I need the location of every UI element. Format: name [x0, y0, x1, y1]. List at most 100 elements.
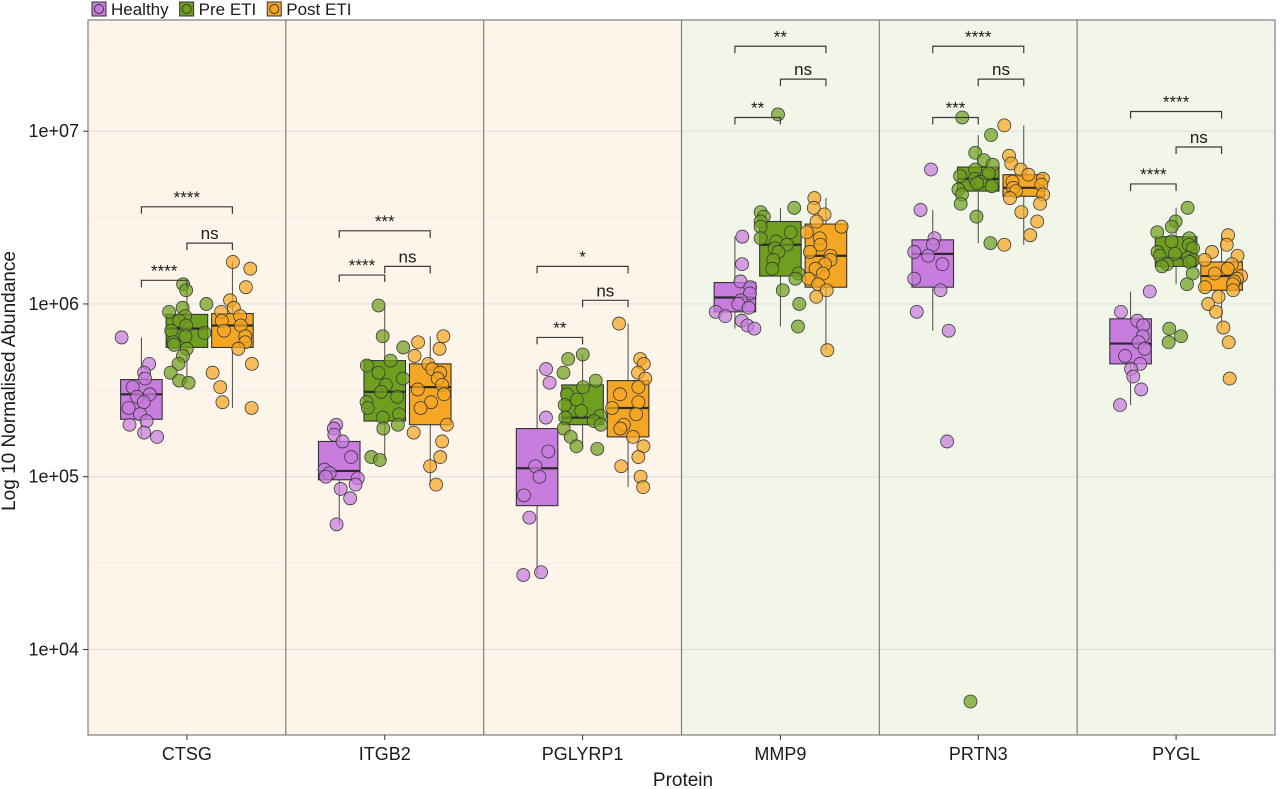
x-axis: CTSG ITGB2 PGLYRP1 MMP9 PRTN3 PYGL [162, 735, 1200, 764]
data-point [783, 225, 798, 240]
legend-key-marker [269, 4, 280, 14]
comparison-bracket [977, 78, 1025, 87]
comparison-bracket [734, 45, 827, 54]
data-point [1216, 320, 1231, 335]
data-point [375, 329, 390, 344]
data-point [1168, 246, 1182, 261]
data-point [799, 225, 814, 240]
panel-bg-prtn3 [879, 20, 1078, 735]
data-point [413, 401, 428, 415]
data-point [1207, 266, 1222, 281]
data-point [788, 271, 803, 286]
significance-label: ns [1190, 128, 1208, 147]
data-point [139, 414, 154, 428]
significance-label: ** [553, 318, 567, 337]
data-point [542, 375, 557, 390]
data-point [907, 271, 922, 286]
data-point [390, 389, 405, 404]
comparison-bracket [734, 116, 782, 125]
data-point [136, 395, 151, 410]
data-point [791, 319, 805, 334]
data-point [1226, 283, 1241, 298]
data-point [359, 358, 374, 373]
data-point [953, 196, 968, 211]
data-point [178, 329, 193, 344]
data-point [225, 255, 240, 269]
data-point [437, 387, 451, 402]
data-point [569, 392, 584, 407]
data-point [383, 353, 398, 368]
data-point [424, 395, 438, 410]
data-point [396, 340, 411, 355]
x-tick-label-mmp9: MMP9 [754, 744, 806, 764]
data-point [787, 200, 802, 215]
comparison-bracket [384, 265, 431, 274]
data-point [432, 341, 447, 356]
legend-key-marker [94, 4, 104, 14]
data-point [792, 297, 807, 311]
significance-label: **** [151, 261, 178, 280]
data-point [343, 491, 358, 506]
data-point [1014, 205, 1029, 220]
data-point [557, 398, 572, 412]
comparison-bracket [581, 299, 629, 308]
data-point [1030, 214, 1045, 229]
data-point [138, 371, 152, 386]
data-point [569, 439, 584, 454]
data-point [809, 289, 824, 304]
data-point [612, 316, 626, 331]
data-point [1197, 252, 1212, 267]
data-point [819, 283, 834, 298]
data-point [541, 444, 556, 459]
comparison-bracket [1129, 183, 1177, 191]
data-point [517, 488, 531, 503]
significance-label: * [579, 247, 586, 266]
plot-border [87, 19, 1276, 736]
data-point [439, 417, 454, 432]
data-point [1180, 200, 1195, 215]
panel-dividers [285, 20, 1078, 735]
data-point [217, 323, 231, 338]
data-point [181, 375, 196, 390]
data-point [1221, 335, 1236, 350]
data-point [137, 425, 152, 440]
data-point [1161, 335, 1176, 350]
data-point [150, 430, 164, 444]
legend-label-pre-eti: Pre ETI [199, 0, 257, 19]
data-point [626, 430, 640, 444]
data-point [1164, 219, 1179, 234]
significance-label: **** [1163, 92, 1190, 111]
x-tick-label-itgb2: ITGB2 [359, 744, 411, 764]
data-point [390, 417, 405, 432]
data-point [1220, 261, 1235, 276]
data-point [335, 434, 350, 449]
data-point [1150, 225, 1165, 240]
x-tick-label-ctsg: CTSG [162, 744, 212, 764]
data-point [747, 321, 762, 336]
data-point [162, 304, 176, 319]
comparison-bracket [338, 230, 431, 238]
comparison-bracket [1129, 110, 1223, 119]
protein-panels [88, 20, 1275, 735]
data-point [1023, 228, 1038, 243]
data-point [243, 261, 258, 276]
data-point [574, 404, 589, 418]
data-point [435, 434, 450, 449]
data-point [813, 237, 828, 252]
data-point [1118, 349, 1132, 363]
data-point [215, 395, 230, 410]
data-point [1126, 369, 1141, 384]
y-axis-title: Log 10 Normalised Abundance [0, 251, 20, 511]
legend: Healthy Pre ETI Post ETI [91, 0, 351, 19]
data-point [114, 330, 129, 345]
data-point [516, 568, 531, 582]
significance-label: ns [399, 247, 417, 266]
y-axis: 1e+04 1e+05 1e+06 1e+07 [28, 121, 88, 660]
data-point [213, 380, 228, 395]
data-point [741, 300, 756, 315]
data-point [775, 283, 790, 298]
data-point [179, 283, 194, 298]
comparison-bracket [1175, 146, 1223, 154]
data-point [329, 517, 344, 532]
data-point [1174, 329, 1188, 344]
